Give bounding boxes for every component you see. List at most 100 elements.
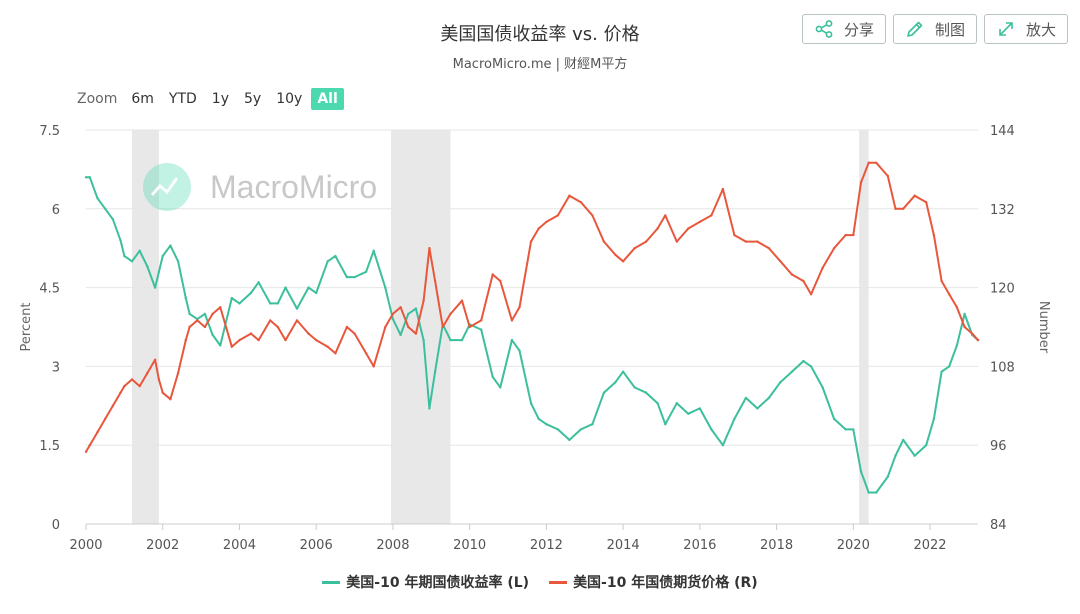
x-tick-label: 2008: [376, 538, 409, 553]
yield-point: [276, 302, 279, 305]
yield-point: [902, 438, 905, 442]
futures-point: [169, 398, 172, 401]
futures-point: [518, 306, 521, 309]
share-button[interactable]: 分享: [802, 14, 886, 44]
futures-point: [809, 293, 813, 296]
futures-point: [449, 312, 452, 316]
yield-point: [460, 338, 464, 342]
yield-point: [138, 249, 141, 252]
yield-point: [802, 359, 805, 363]
yield-point: [790, 370, 794, 373]
futures-point: [315, 338, 318, 342]
futures-point: [399, 306, 402, 309]
zoom-5y-button[interactable]: 5y: [244, 91, 262, 107]
futures-point: [633, 247, 636, 250]
x-tick-label: 2014: [607, 538, 640, 553]
zoom-ytd-button[interactable]: YTD: [168, 91, 197, 107]
futures-point: [326, 345, 329, 348]
futures-point: [284, 338, 287, 342]
share-label: 分享: [843, 20, 874, 39]
yield-point: [687, 412, 690, 415]
legend-label-yield: 美国-10 年期国债收益率 (L): [346, 575, 530, 591]
futures-point: [875, 161, 878, 164]
share-icon: [815, 20, 833, 38]
futures-point: [529, 240, 533, 243]
yield-point: [372, 249, 375, 252]
futures-point: [428, 247, 431, 250]
y-right-tick-label: 96: [990, 439, 1007, 454]
futures-point: [556, 214, 560, 217]
yield-point: [721, 444, 725, 447]
futures-point: [545, 220, 548, 224]
yield-point: [963, 312, 966, 316]
futures-point: [710, 214, 713, 217]
yield-point: [211, 333, 214, 337]
chart-subtitle: MacroMicro.me | 财經M平方: [452, 57, 628, 72]
yield-point: [111, 218, 115, 221]
futures-point: [955, 306, 959, 309]
chart-legend: 美国-10 年期国债收益率 (L) 美国-10 年国债期货价格 (R): [0, 572, 1080, 592]
yield-point: [157, 270, 161, 273]
yield-point: [499, 386, 502, 389]
futures-point: [104, 417, 107, 421]
futures-point: [976, 338, 980, 342]
zoom-1y-button[interactable]: 1y: [211, 91, 229, 107]
y-left-tick-label: 4.5: [39, 282, 60, 297]
yield-point: [334, 254, 337, 258]
futures-point: [384, 325, 387, 329]
yield-point: [130, 260, 134, 263]
legend-item-yield[interactable]: 美国-10 年期国债收益率 (L): [322, 572, 529, 592]
yield-point: [422, 338, 425, 342]
legend-label-futures: 美国-10 年国债期货价格 (R): [573, 575, 758, 591]
futures-point: [96, 430, 99, 434]
yield-point: [161, 254, 164, 258]
futures-point: [852, 233, 855, 237]
yield-point: [326, 260, 329, 263]
yield-point: [664, 423, 667, 426]
zoom-all-button[interactable]: All: [311, 88, 344, 110]
futures-point: [334, 352, 337, 355]
yield-point: [188, 312, 191, 316]
yield-point: [84, 176, 88, 179]
watermark-text: MacroMicro: [210, 169, 377, 205]
futures-point: [130, 378, 134, 381]
legend-item-futures[interactable]: 美国-10 年国债期货价格 (R): [549, 572, 758, 592]
futures-point: [948, 293, 951, 296]
futures-point: [219, 306, 222, 309]
yield-point: [119, 239, 122, 242]
yield-point: [633, 386, 636, 389]
zoom-label: Zoom: [77, 91, 118, 107]
futures-point: [196, 319, 199, 322]
yield-point: [809, 365, 813, 368]
futures-point: [123, 384, 126, 388]
yield-point: [844, 428, 847, 431]
futures-point: [779, 260, 782, 263]
yield-point: [364, 270, 368, 273]
futures-point: [802, 279, 805, 283]
y-left-tick-label: 0: [52, 518, 60, 533]
futures-point: [733, 233, 736, 237]
futures-point: [859, 181, 863, 184]
y-left-axis-title: Percent: [19, 303, 34, 352]
yield-point: [867, 491, 870, 494]
futures-point: [480, 319, 483, 322]
futures-point: [913, 194, 916, 197]
futures-point: [441, 325, 444, 329]
expand-button[interactable]: 放大: [984, 14, 1068, 44]
zoom-10y-button[interactable]: 10y: [276, 91, 303, 107]
yield-point: [96, 197, 99, 200]
yield-point: [621, 370, 625, 373]
draw-button[interactable]: 制图: [893, 14, 977, 44]
x-tick-label: 2010: [453, 538, 486, 553]
futures-point: [844, 233, 847, 237]
zoom-6m-button[interactable]: 6m: [131, 91, 154, 107]
futures-point: [744, 240, 748, 243]
futures-point: [161, 391, 164, 394]
futures-point: [422, 299, 425, 302]
yield-point: [315, 291, 318, 295]
watermark: MacroMicro: [143, 163, 377, 211]
futures-point: [157, 378, 161, 381]
yield-point: [176, 260, 180, 263]
futures-point: [832, 247, 836, 250]
macromicro-logo-icon: [143, 163, 191, 211]
